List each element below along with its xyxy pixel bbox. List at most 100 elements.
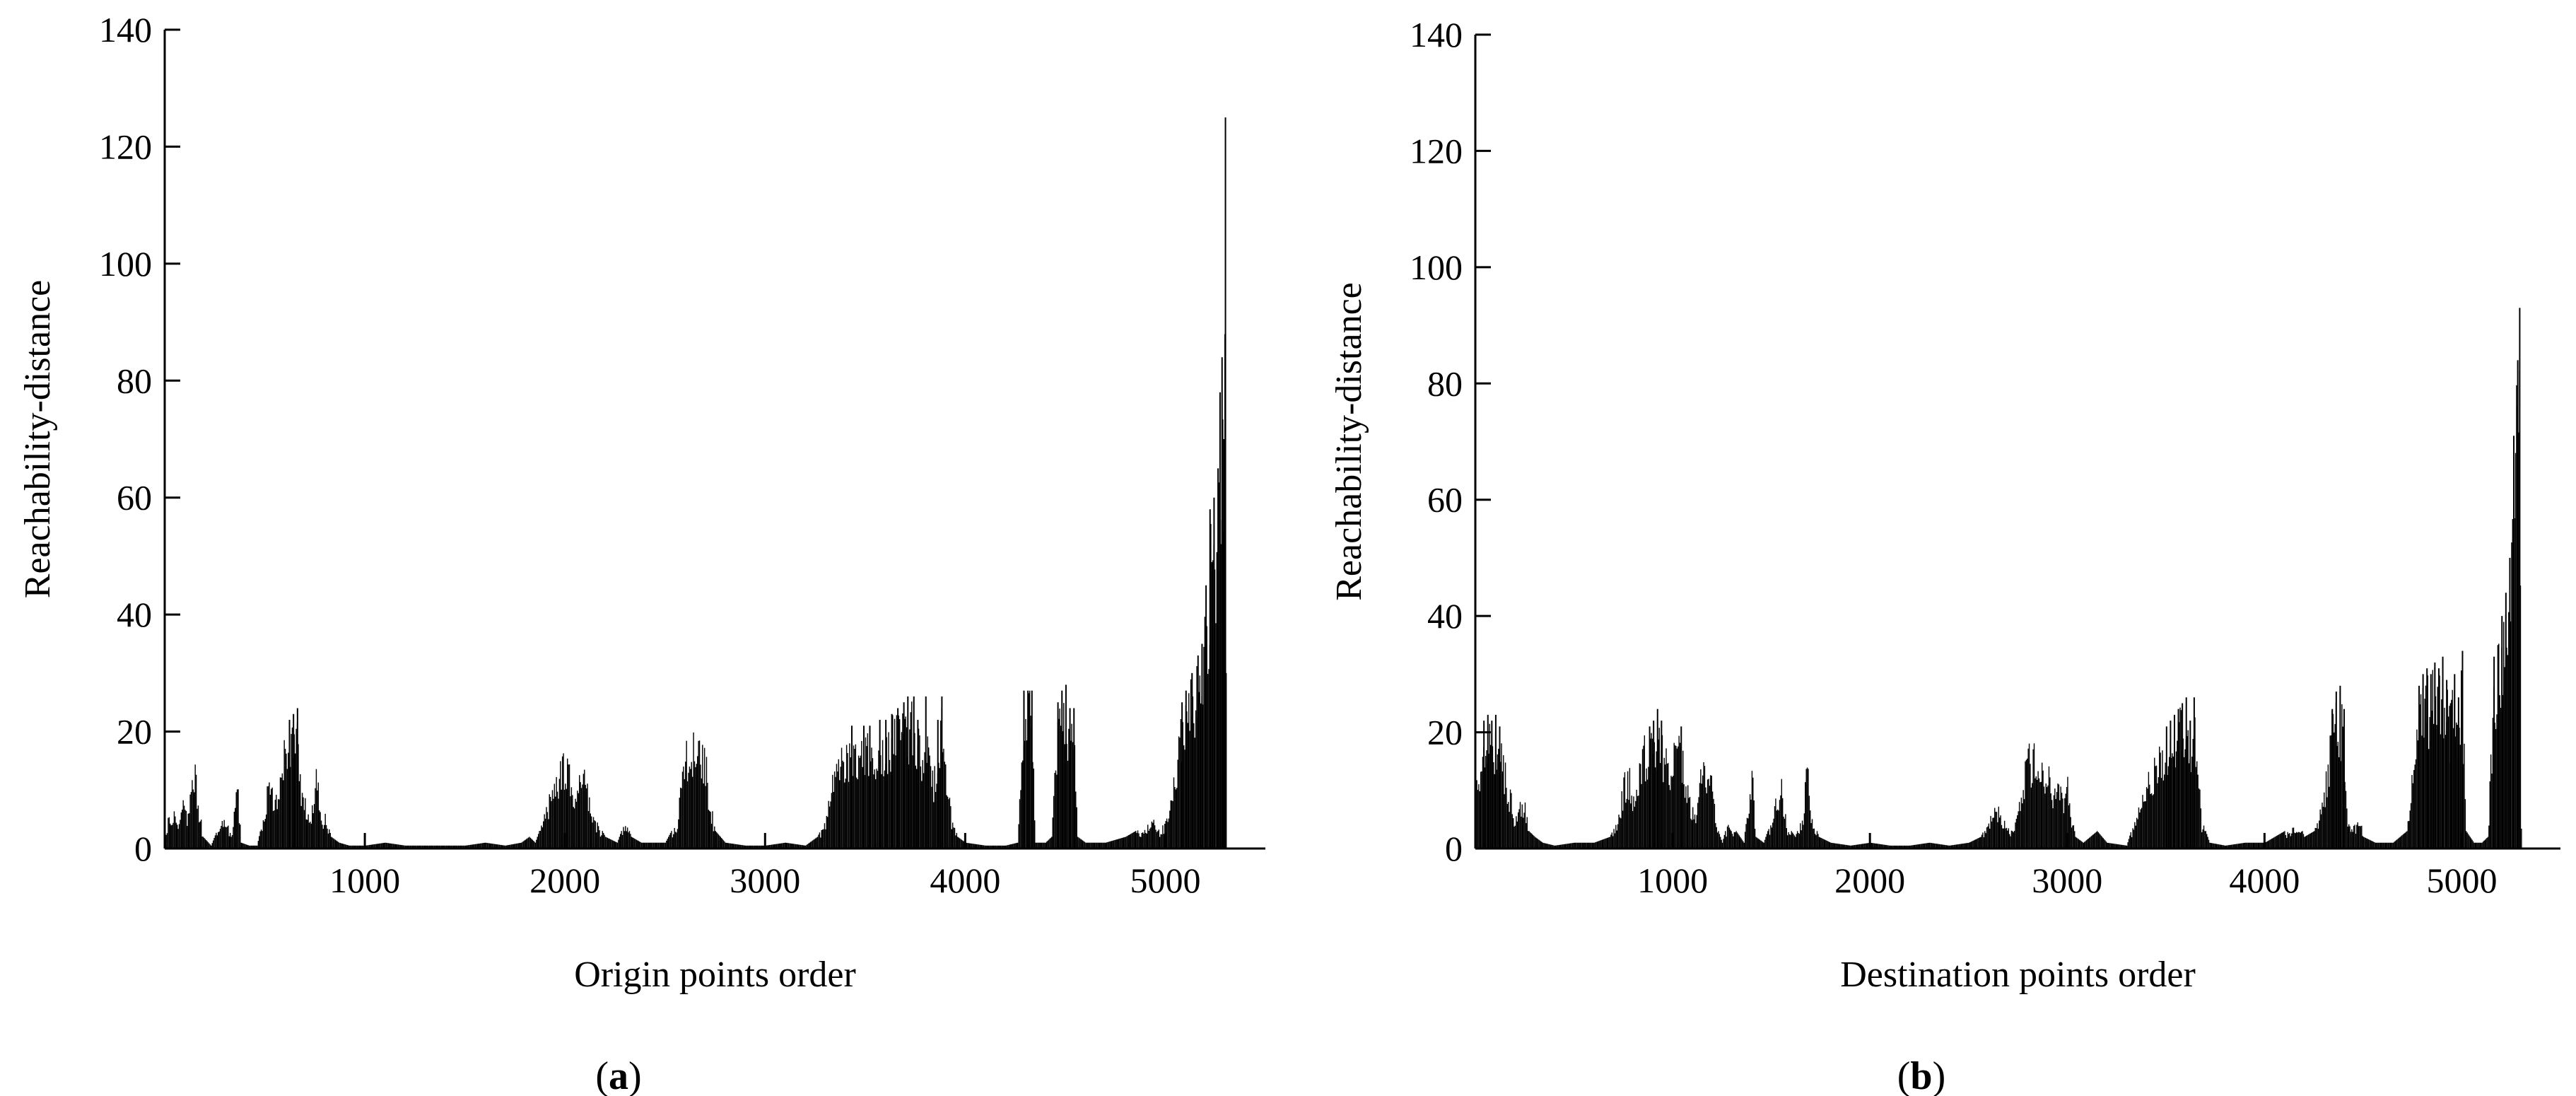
- bar: [1970, 841, 1972, 849]
- bar: [1026, 740, 1028, 849]
- bar: [265, 814, 267, 849]
- bar: [821, 829, 822, 849]
- bar: [206, 841, 208, 849]
- bar: [665, 842, 667, 849]
- bar: [850, 757, 852, 849]
- bar: [1546, 844, 1547, 849]
- bar: [1612, 836, 1614, 849]
- bar: [2172, 756, 2174, 849]
- bar: [2028, 743, 2030, 849]
- bar: [207, 842, 209, 849]
- bar: [650, 842, 651, 849]
- bar: [349, 845, 351, 849]
- bar: [604, 836, 607, 849]
- bar: [1569, 843, 1570, 849]
- bar: [1666, 763, 1668, 849]
- bar: [2488, 825, 2490, 849]
- bar: [472, 844, 473, 849]
- bar: [1995, 811, 1996, 849]
- bar: [1770, 825, 1772, 849]
- bar: [214, 835, 216, 849]
- bar: [712, 811, 713, 849]
- bar: [342, 844, 344, 849]
- bar: [991, 845, 993, 849]
- x-tick-label: 5000: [1130, 861, 1200, 900]
- bar: [589, 797, 590, 849]
- bar: [2375, 842, 2377, 849]
- bar: [2061, 793, 2063, 849]
- bar: [2214, 844, 2215, 849]
- bar: [1509, 789, 1511, 849]
- bar: [2219, 844, 2220, 849]
- bar: [659, 842, 660, 849]
- bar: [2343, 709, 2345, 849]
- bar: [862, 766, 863, 849]
- bar: [631, 836, 633, 849]
- bar: [2517, 360, 2519, 849]
- bar: [715, 831, 716, 849]
- bar: [544, 818, 546, 849]
- bar: [1075, 791, 1077, 849]
- bar: [1981, 834, 1983, 849]
- bar: [828, 800, 829, 849]
- bar: [2074, 831, 2076, 849]
- bar: [1197, 655, 1199, 849]
- bar: [2365, 837, 2367, 849]
- bar: [825, 829, 826, 849]
- bar: [1556, 845, 1557, 849]
- bar: [2319, 809, 2321, 849]
- bar: [425, 845, 426, 849]
- bar: [705, 786, 706, 849]
- bar: [1102, 842, 1103, 849]
- bar: [1078, 837, 1079, 849]
- bar: [808, 843, 809, 849]
- bar: [2499, 695, 2500, 849]
- bar: [2354, 824, 2355, 849]
- bar: [2218, 844, 2220, 849]
- bar: [945, 764, 947, 849]
- bar: [2504, 667, 2505, 849]
- bar: [1825, 840, 1827, 849]
- bar: [1849, 845, 1851, 849]
- bar: [1781, 779, 1782, 849]
- bar: [1829, 842, 1831, 849]
- bar: [864, 774, 865, 849]
- bar: [1842, 844, 1844, 849]
- bar: [1090, 842, 1091, 849]
- bar: [2446, 680, 2448, 849]
- bar: [2379, 842, 2382, 849]
- bar: [556, 791, 558, 849]
- bar: [2432, 670, 2433, 849]
- bar: [2095, 832, 2097, 849]
- bar: [1832, 843, 1834, 849]
- bar: [1760, 840, 1762, 849]
- bar: [218, 831, 220, 849]
- bar: [283, 740, 285, 849]
- bar: [1630, 803, 1632, 849]
- bar: [1042, 842, 1043, 849]
- bar: [460, 845, 462, 849]
- bar: [613, 840, 614, 849]
- bar: [845, 779, 846, 849]
- bar: [2332, 713, 2334, 849]
- bar: [2239, 844, 2240, 849]
- bar: [2129, 835, 2131, 849]
- bar: [754, 845, 756, 849]
- bar: [2252, 842, 2254, 849]
- bar: [790, 843, 792, 849]
- bar: [830, 801, 831, 849]
- bar: [1658, 728, 1660, 849]
- bar: [1994, 808, 1996, 849]
- bar: [2002, 828, 2003, 849]
- bar: [2215, 844, 2218, 849]
- bar: [539, 830, 541, 849]
- bar: [1779, 800, 1781, 849]
- bar: [1955, 844, 1957, 849]
- bar: [782, 843, 783, 849]
- bar: [688, 772, 689, 849]
- bar: [1735, 831, 1737, 849]
- bar: [578, 793, 579, 849]
- bar: [2115, 844, 2117, 849]
- bar: [201, 836, 203, 849]
- bar: [836, 764, 838, 849]
